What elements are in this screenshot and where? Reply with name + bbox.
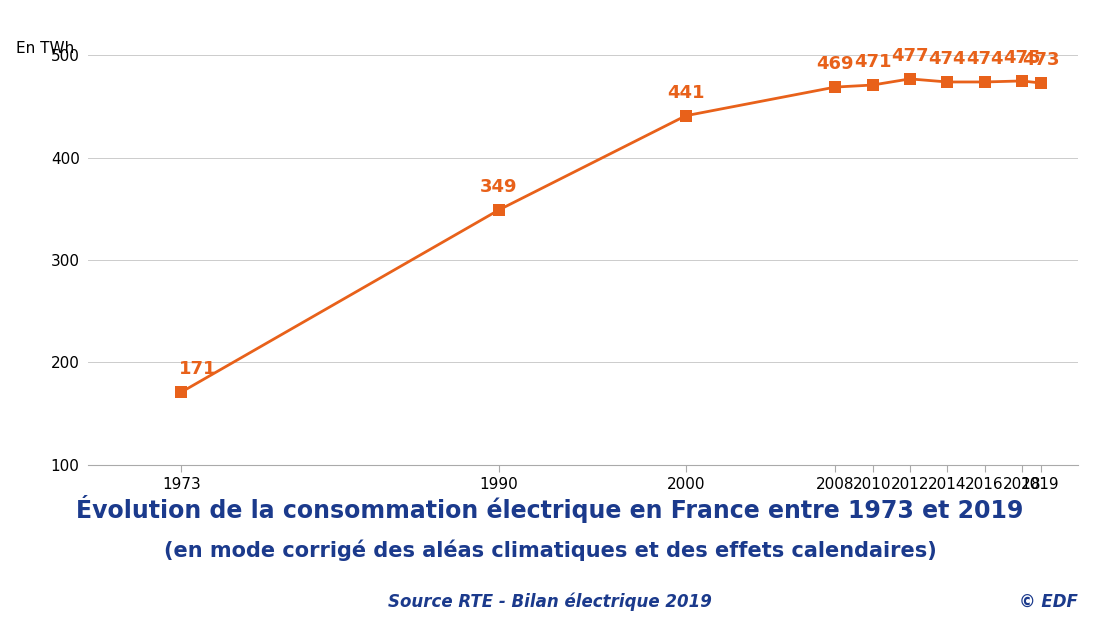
- Text: © EDF: © EDF: [1019, 593, 1078, 610]
- Text: En TWh: En TWh: [16, 41, 75, 56]
- Text: 471: 471: [854, 53, 891, 71]
- Text: Source RTE - Bilan électrique 2019: Source RTE - Bilan électrique 2019: [388, 593, 712, 611]
- Text: 475: 475: [1003, 49, 1041, 67]
- Text: Évolution de la consommation électrique en France entre 1973 et 2019: Évolution de la consommation électrique …: [76, 495, 1024, 523]
- Text: 474: 474: [928, 50, 966, 68]
- Text: 171: 171: [178, 360, 216, 378]
- Text: 469: 469: [816, 55, 854, 73]
- Text: 441: 441: [667, 84, 704, 102]
- Text: 349: 349: [481, 178, 518, 196]
- Text: 477: 477: [891, 47, 928, 65]
- Text: 474: 474: [966, 50, 1003, 68]
- Text: 473: 473: [1022, 51, 1059, 69]
- Text: (en mode corrigé des aléas climatiques et des effets calendaires): (en mode corrigé des aléas climatiques e…: [164, 539, 936, 561]
